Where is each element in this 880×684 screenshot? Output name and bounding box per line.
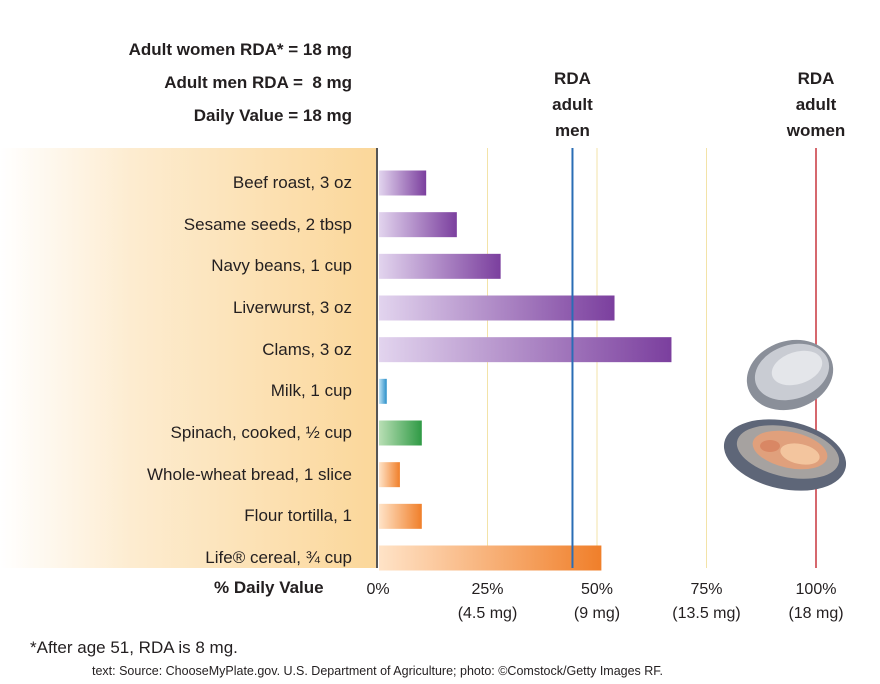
x-tick-label: 25% (4.5 mg) <box>457 581 518 622</box>
rda-adult-men-label: RDA adult men <box>552 69 593 140</box>
rda-daily-value-line: Daily Value = 18 mg <box>193 106 352 125</box>
bar-3 <box>379 253 501 279</box>
rda-header: Adult women RDA* = 18 mg Adult men RDA =… <box>60 38 352 138</box>
bar-5 <box>379 337 672 363</box>
rda-women-line: Adult women RDA* = 18 mg <box>128 40 352 59</box>
y-axis-line <box>376 148 378 568</box>
source-credit: text: Source: ChooseMyPlate.gov. U.S. De… <box>92 664 664 678</box>
bar-2 <box>379 212 457 238</box>
bar-10 <box>379 545 602 571</box>
x-tick-label: 100% (18 mg) <box>788 581 844 622</box>
x-tick-label: 0% <box>366 581 390 598</box>
clam-photo <box>723 339 847 491</box>
category-label: Clams, 3 oz <box>262 339 352 359</box>
bar-9 <box>379 503 422 529</box>
bar-6 <box>379 378 387 404</box>
bar-1 <box>379 170 427 196</box>
label-panel <box>0 148 376 568</box>
category-label: Beef roast, 3 oz <box>232 173 352 192</box>
category-label: Whole-wheat bread, 1 slice <box>146 464 352 484</box>
x-tick-label: 75% (13.5 mg) <box>672 581 741 622</box>
footnote: *After age 51, RDA is 8 mg. <box>30 638 238 657</box>
bar-7 <box>379 420 422 446</box>
category-label: Spinach, cooked, ½ cup <box>170 423 352 442</box>
category-label: Flour tortilla, 1 <box>244 506 352 526</box>
bar-8 <box>379 462 400 488</box>
rda-men-line: Adult men RDA = 8 mg <box>164 73 352 92</box>
category-label: Life® cereal, ¾ cup <box>205 548 352 567</box>
category-label: Sesame seeds, 2 tbsp <box>183 214 352 234</box>
rda-adult-women-label: RDA adult women <box>786 69 846 140</box>
category-label: Navy beans, 1 cup <box>211 256 352 276</box>
category-label: Milk, 1 cup <box>270 381 352 401</box>
category-label: Liverwurst, 3 oz <box>232 298 352 317</box>
bar-4 <box>379 295 615 321</box>
x-axis-title: % Daily Value <box>214 578 324 597</box>
x-tick-label: 50% (9 mg) <box>573 581 621 622</box>
